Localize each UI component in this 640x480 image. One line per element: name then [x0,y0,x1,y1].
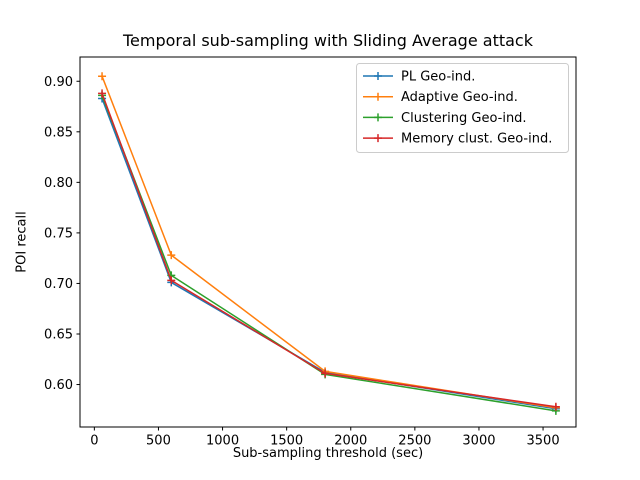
plus-marker [167,251,176,260]
y-tick-label: 0.80 [44,176,73,191]
x-tick-label: 500 [146,434,171,449]
x-axis: 0 500 1000 1500 2000 2500 3000 3500 [90,427,560,449]
legend-label: Memory clust. Geo-ind. [401,132,552,147]
legend-item: Memory clust. Geo-ind. [363,132,552,147]
plus-marker [551,402,560,411]
legend-label: Clustering Geo-ind. [401,111,527,126]
y-tick-label: 0.70 [44,277,73,292]
series-memory-clust-geo-ind [98,89,560,411]
x-tick-label: 1500 [270,434,303,449]
legend-label: PL Geo-ind. [401,70,475,85]
y-axis-label: POI recall [14,211,30,273]
y-tick-label: 0.60 [44,378,73,393]
axes-spines [79,56,577,428]
plus-marker [167,276,176,285]
series-line [101,93,556,408]
plus-marker [374,113,382,122]
y-tick-label: 0.90 [44,75,73,90]
y-tick-label: 0.75 [44,226,73,241]
plus-marker [374,134,382,143]
x-tick-label: 2000 [334,434,367,449]
legend-label: Adaptive Geo-ind. [401,90,518,105]
plus-marker [98,72,107,81]
plus-marker [98,89,107,98]
plus-marker [374,92,382,101]
y-tick-label: 0.85 [44,125,73,140]
legend-item: PL Geo-ind. [363,70,475,85]
plus-marker [374,72,382,80]
x-tick-label: 3000 [462,434,495,449]
x-axis-label: Sub-sampling threshold (sec) [232,446,424,461]
x-tick-label: 3500 [527,434,560,449]
x-tick-label: 0 [90,434,98,449]
legend-item: Adaptive Geo-ind. [363,90,518,105]
legend-item: Clustering Geo-ind. [363,111,527,126]
y-tick-label: 0.65 [44,327,73,342]
chart-title: Temporal sub-sampling with Sliding Avera… [123,31,533,50]
plus-marker [321,369,330,378]
x-tick-label: 2500 [398,434,431,449]
legend: PL Geo-ind. Adaptive Geo-ind. Clustering G… [356,63,569,153]
x-tick-label: 1000 [206,434,239,449]
legend-box [356,63,569,153]
y-axis: 0.60 0.65 0.70 0.75 0.80 0.85 0.90 [44,75,80,393]
